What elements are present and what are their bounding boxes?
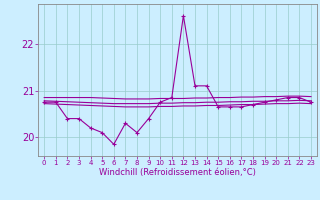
X-axis label: Windchill (Refroidissement éolien,°C): Windchill (Refroidissement éolien,°C) xyxy=(99,168,256,177)
